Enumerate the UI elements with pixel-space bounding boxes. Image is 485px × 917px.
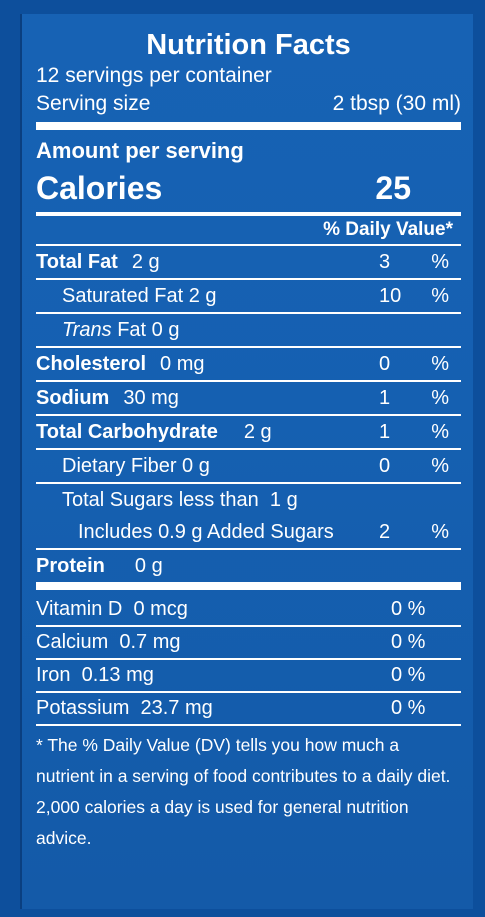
vitamin-amount: 0.7 mg <box>119 631 181 653</box>
nutrient-name: Saturated Fat <box>62 284 184 307</box>
calories-row: Calories 25 <box>36 166 461 210</box>
vitamin-row-calcium: Calcium 0.7 mg 0 % <box>36 627 461 660</box>
vitamin-row-potassium: Potassium 23.7 mg 0 % <box>36 693 461 726</box>
pct-unit: % <box>431 386 449 409</box>
nutrient-amount: 2 g <box>188 284 217 307</box>
serving-size-row: Serving size 2 tbsp (30 ml) <box>36 90 461 118</box>
nutrient-row-total-sugars: Total Sugars less than 1 g <box>36 484 461 516</box>
nutrient-amount: 2 g <box>131 250 160 273</box>
vitamin-amount: 0.13 mg <box>81 664 154 686</box>
nutrient-row-total-carbohydrate: Total Carbohydrate 2 g 1% <box>36 416 461 450</box>
nutrient-name: Fat <box>117 318 147 341</box>
servings-per-container: 12 servings per container <box>36 64 272 87</box>
vitamin-amount: 23.7 mg <box>140 697 213 719</box>
nutrient-amount: 2 g <box>243 420 272 443</box>
nutrient-pct: 2 <box>379 520 391 543</box>
nutrient-name: Sodium <box>36 386 110 409</box>
nutrient-name: Total Fat <box>36 250 118 273</box>
nutrient-row-dietary-fiber: Dietary Fiber 0 g 0% <box>36 450 461 484</box>
calories-value: 25 <box>375 170 411 206</box>
nutrient-row-protein: Protein 0 g <box>36 550 461 582</box>
pct-unit: % <box>431 520 449 543</box>
nutrient-amount: 30 mg <box>123 386 179 409</box>
thick-divider <box>36 582 461 590</box>
nutrient-amount: 0 g <box>151 318 180 341</box>
nutrient-name: Total Carbohydrate <box>36 420 218 443</box>
daily-value-footnote: * The % Daily Value (DV) tells you how m… <box>36 735 451 848</box>
vitamin-row-iron: Iron 0.13 mg 0 % <box>36 660 461 693</box>
nutrient-amount: 0.9 g Added Sugars <box>158 520 334 543</box>
label-title: Nutrition Facts <box>146 29 351 61</box>
serving-size-label: Serving size <box>36 92 151 115</box>
nutrient-amount: 0 mg <box>160 352 205 375</box>
nutrient-name: Includes <box>78 520 153 543</box>
vitamin-name: Vitamin D <box>36 598 123 620</box>
thin-divider <box>36 244 461 246</box>
daily-value-header: % Daily Value* <box>323 219 453 240</box>
nutrient-amount: 1 g <box>269 488 298 511</box>
vitamin-row-vitamin-d: Vitamin D 0 mcg 0 % <box>36 594 461 627</box>
nutrient-pct: 3 <box>379 250 391 273</box>
nutrient-pct: 0 <box>379 352 391 375</box>
thick-divider <box>36 122 461 130</box>
pct-unit: % <box>431 284 449 307</box>
pct-unit: % <box>431 420 449 443</box>
vitamin-pct: 0 % <box>391 631 426 653</box>
nutrient-row-added-sugars: Includes 0.9 g Added Sugars 2% <box>36 516 461 550</box>
vitamin-name: Iron <box>36 664 71 686</box>
pct-unit: % <box>431 352 449 375</box>
pct-unit: % <box>431 250 449 273</box>
nutrient-amount: 0 g <box>182 454 210 477</box>
nutrient-name: Cholesterol <box>36 352 147 375</box>
nutrient-row-trans-fat: Trans Fat 0 g <box>36 314 461 348</box>
medium-divider <box>36 212 461 216</box>
vitamin-pct: 0 % <box>391 664 426 686</box>
vitamin-name: Potassium <box>36 697 130 719</box>
vitamin-pct: 0 % <box>391 697 426 719</box>
nutrient-row-saturated-fat: Saturated Fat 2 g 10% <box>36 280 461 314</box>
nutrient-pct: 1 <box>379 420 391 443</box>
serving-size-value: 2 tbsp (30 ml) <box>332 92 461 115</box>
pct-unit: % <box>431 454 449 477</box>
calories-label: Calories <box>36 170 163 206</box>
nutrient-pct: 0 <box>379 454 391 477</box>
nutrition-facts-label: Nutrition Facts 12 servings per containe… <box>20 14 473 909</box>
nutrient-amount: 0 g <box>134 554 163 577</box>
nutrient-row-cholesterol: Cholesterol 0 mg 0% <box>36 348 461 382</box>
nutrient-name: Total Sugars less than <box>62 488 259 511</box>
nutrient-name-italic: Trans <box>62 318 112 341</box>
nutrient-row-sodium: Sodium 30 mg 1% <box>36 382 461 416</box>
vitamin-amount: 0 mcg <box>133 598 188 620</box>
nutrient-name: Protein <box>36 554 105 577</box>
nutrient-pct: 1 <box>379 386 391 409</box>
nutrient-row-total-fat: Total Fat 2 g 3% <box>36 246 461 280</box>
nutrient-pct: 10 <box>379 284 402 307</box>
amount-per-serving: Amount per serving <box>36 138 244 163</box>
vitamin-name: Calcium <box>36 631 109 653</box>
nutrient-name: Dietary Fiber <box>62 454 177 477</box>
vitamin-pct: 0 % <box>391 598 426 620</box>
